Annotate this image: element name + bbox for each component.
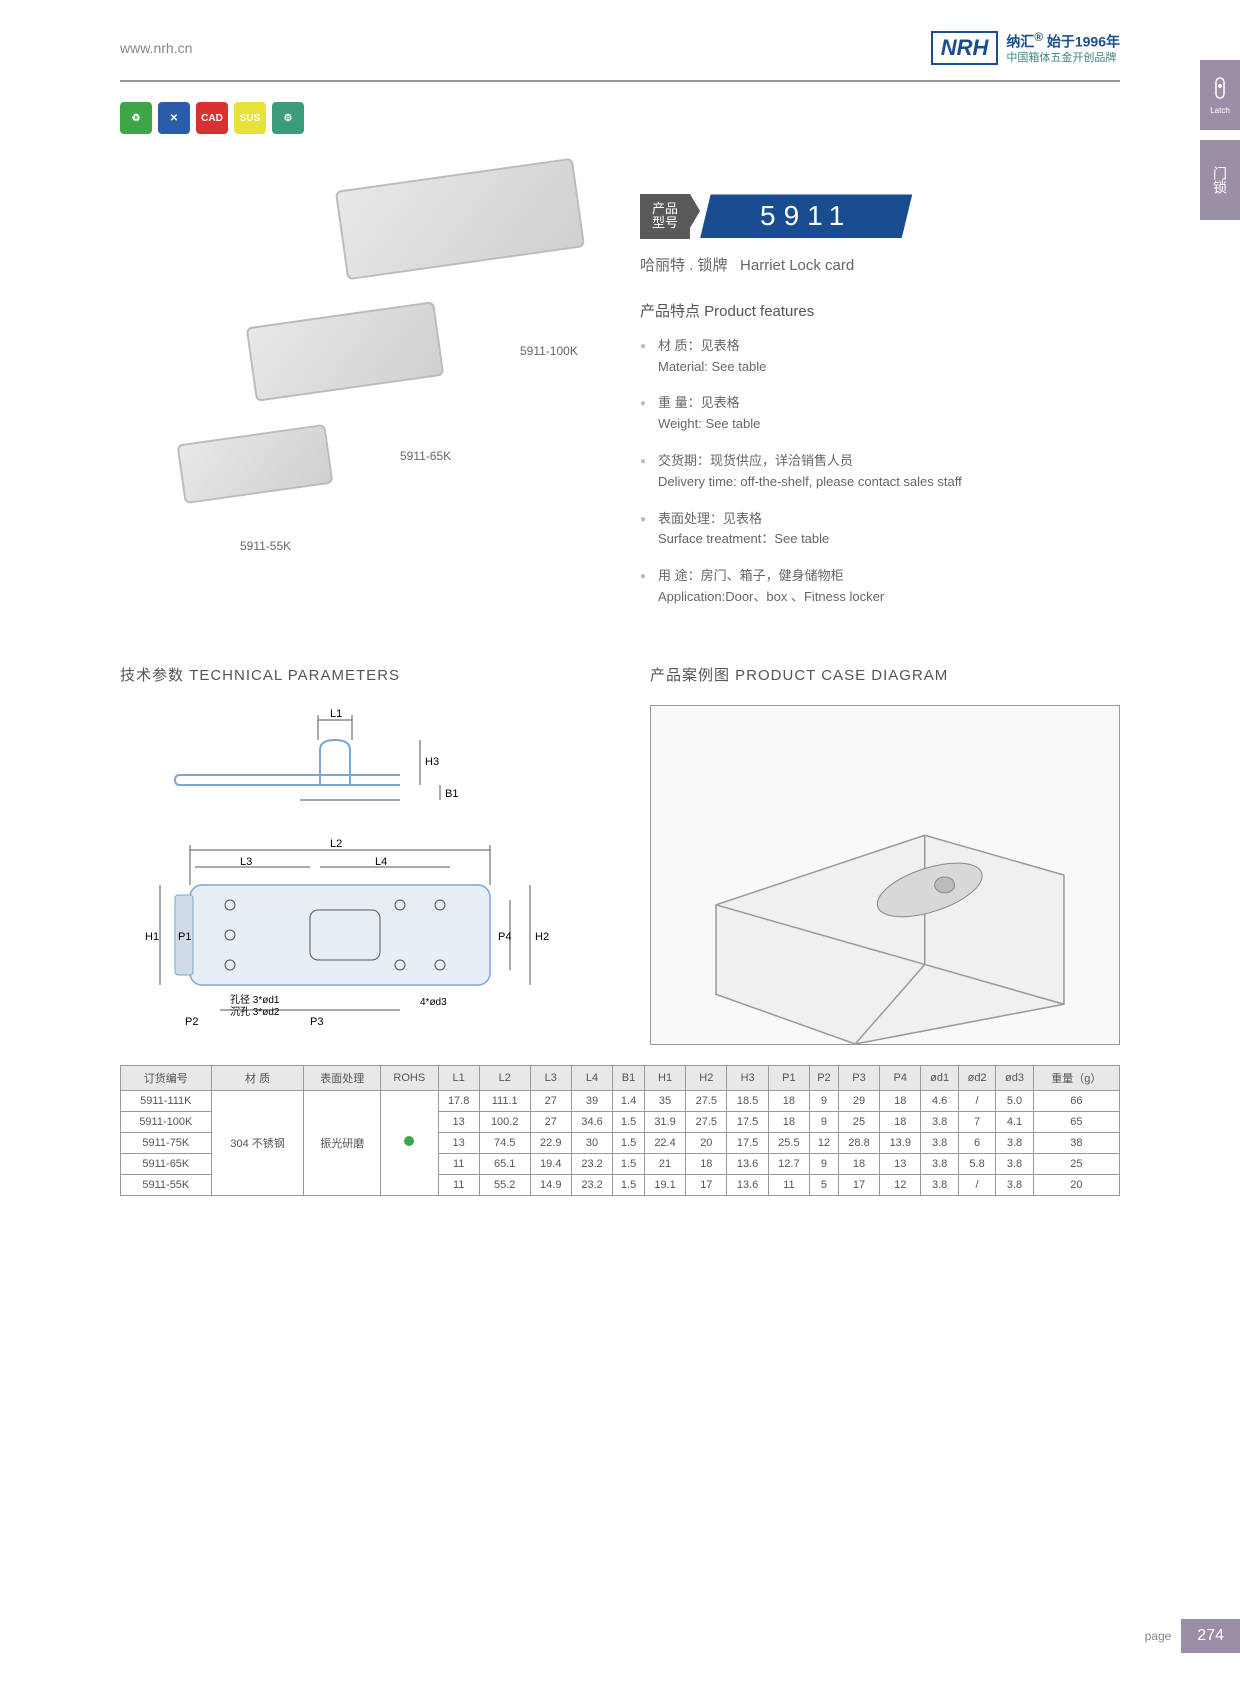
col-header: B1 [613, 1065, 645, 1090]
label-1: 5911-100K [520, 344, 578, 358]
dim-P4: P4 [498, 931, 511, 943]
tech-diagram: L1 H3 B1 L2 L3 L4 H1 P1 P4 H2 P2 P3 孔径 3… [120, 705, 590, 1045]
dim-H3: H3 [425, 756, 439, 768]
features-title: 产品特点 Product features [640, 300, 1120, 321]
col-header: L4 [571, 1065, 612, 1090]
dim-note1: 孔径 3*ød1 [230, 993, 280, 1006]
col-header: P2 [810, 1065, 839, 1090]
col-header: H1 [644, 1065, 685, 1090]
col-header: L1 [438, 1065, 479, 1090]
subtitle: 哈丽特 . 锁牌 Harriet Lock card [640, 254, 1120, 275]
dim-L1: L1 [330, 708, 342, 720]
badge-icon: ✕ [158, 102, 190, 134]
case-title: 产品案例图 PRODUCT CASE DIAGRAM [650, 664, 1120, 685]
col-header: 材 质 [211, 1065, 304, 1090]
col-header: 订货编号 [121, 1065, 212, 1090]
tech-title: 技术参数 TECHNICAL PARAMETERS [120, 664, 590, 685]
side-tab-cn: 门锁 [1200, 140, 1240, 220]
badge-icon: ⚙ [272, 102, 304, 134]
col-header: ROHS [381, 1065, 438, 1090]
product-images: 5911-100K 5911-65K 5911-55K [120, 154, 600, 574]
badges: ♻✕CADSUS⚙ [120, 102, 1240, 134]
badge-icon: SUS [234, 102, 266, 134]
col-header: P3 [838, 1065, 879, 1090]
badge-icon: CAD [196, 102, 228, 134]
feature-item: 用 途：房门、箱子，健身储物柜Application:Door、box 、Fit… [640, 566, 1120, 608]
dim-H1: H1 [145, 931, 159, 943]
case-diagram [650, 705, 1120, 1045]
logo-block: NRH 纳汇® 始于1996年 中国箱体五金开创品牌 [931, 30, 1120, 65]
label-3: 5911-55K [240, 539, 291, 553]
model-tag: 产品 型号 [640, 194, 690, 239]
col-header: ød1 [921, 1065, 958, 1090]
subtitle-en: Harriet Lock card [740, 257, 854, 274]
page-number: 274 [1181, 1619, 1240, 1653]
dim-note3: 4*ød3 [420, 997, 447, 1008]
header: www.nrh.cn NRH 纳汇® 始于1996年 中国箱体五金开创品牌 [0, 0, 1240, 75]
col-header: 重量（g） [1033, 1065, 1119, 1090]
badge-icon: ♻ [120, 102, 152, 134]
logo: NRH [931, 31, 999, 65]
product-image-1 [335, 158, 585, 281]
table-row: 5911-111K304 不锈钢振光研磨17.8111.127391.43527… [121, 1090, 1120, 1111]
model-badge: 产品 型号 5911 [640, 194, 1120, 239]
col-header: ød2 [958, 1065, 995, 1090]
dim-note2: 沉孔 3*ød2 [230, 1005, 280, 1018]
brand: 纳汇 [1006, 34, 1034, 50]
feature-item: 交货期：现货供应，详洽销售人员Delivery time: off-the-sh… [640, 451, 1120, 493]
col-header: P1 [768, 1065, 809, 1090]
dim-L4: L4 [375, 856, 387, 868]
label-2: 5911-65K [400, 449, 451, 463]
dim-B1: B1 [445, 788, 458, 800]
side-label-en: Latch [1210, 106, 1230, 115]
dim-P2: P2 [185, 1016, 198, 1028]
side-tab-icon: Latch [1200, 60, 1240, 130]
features-list: 材 质：见表格Material: See table 重 量：见表格Weight:… [640, 336, 1120, 608]
dim-L3: L3 [240, 856, 252, 868]
dim-P1: P1 [178, 931, 191, 943]
col-header: L3 [530, 1065, 571, 1090]
feature-item: 表面处理：见表格Surface treatment：See table [640, 509, 1120, 551]
spec-table: 订货编号材 质表面处理ROHSL1L2L3L4B1H1H2H3P1P2P3P4ø… [0, 1045, 1240, 1196]
feature-item: 重 量：见表格Weight: See table [640, 393, 1120, 435]
col-header: L2 [479, 1065, 530, 1090]
col-header: 表面处理 [304, 1065, 381, 1090]
model-number: 5911 [700, 194, 912, 238]
divider [120, 80, 1120, 82]
col-header: ød3 [996, 1065, 1033, 1090]
url: www.nrh.cn [120, 40, 192, 56]
page-label: page [1145, 1629, 1182, 1643]
logo-text: 纳汇® 始于1996年 中国箱体五金开创品牌 [1006, 30, 1120, 65]
tagline: 中国箱体五金开创品牌 [1006, 51, 1120, 65]
page-footer: page 274 [1145, 1619, 1240, 1653]
dim-L2: L2 [330, 838, 342, 850]
product-image-2 [246, 301, 445, 402]
subtitle-cn: 哈丽特 . 锁牌 [640, 257, 728, 274]
col-header: H3 [727, 1065, 768, 1090]
since: 始于1996年 [1047, 34, 1120, 50]
feature-item: 材 质：见表格Material: See table [640, 336, 1120, 378]
dim-P3: P3 [310, 1016, 323, 1028]
col-header: P4 [880, 1065, 921, 1090]
col-header: H2 [686, 1065, 727, 1090]
dim-H2: H2 [535, 931, 549, 943]
product-image-3 [177, 424, 334, 504]
